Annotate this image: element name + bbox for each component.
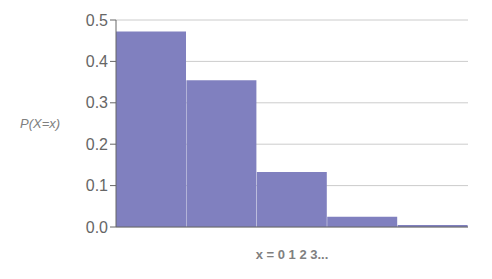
svg-text:0.5: 0.5: [86, 12, 108, 29]
svg-text:P(X=x): P(X=x): [20, 116, 60, 131]
svg-text:0.2: 0.2: [86, 136, 108, 153]
svg-text:0.3: 0.3: [86, 94, 108, 111]
svg-text:0.0: 0.0: [86, 219, 108, 236]
svg-text:0.4: 0.4: [86, 53, 108, 70]
svg-text:0.1: 0.1: [86, 177, 108, 194]
svg-text:x = 0 1 2 3...: x = 0 1 2 3...: [256, 247, 329, 262]
